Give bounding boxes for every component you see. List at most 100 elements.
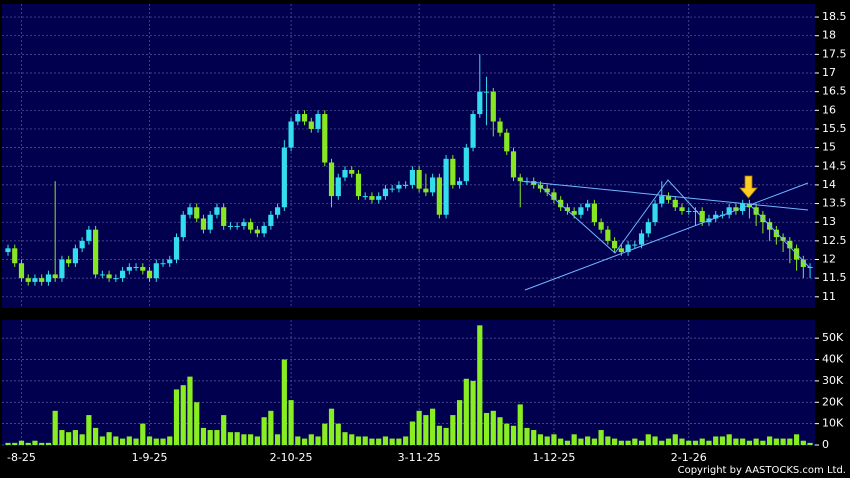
candle-body — [551, 192, 557, 200]
volume-bar — [443, 427, 449, 445]
volume-bar — [679, 438, 685, 445]
candle-body — [564, 207, 571, 212]
volume-bar — [719, 436, 726, 445]
volume-bar — [362, 436, 368, 445]
candle-body — [328, 162, 335, 197]
volume-bar — [773, 438, 779, 445]
candle-body — [194, 207, 200, 219]
y-tick-label: 18 — [822, 29, 836, 42]
volume-bar — [248, 434, 254, 445]
candle-body — [248, 222, 254, 230]
candle-body — [409, 169, 415, 185]
candle-body — [275, 207, 281, 215]
price-panel — [2, 4, 815, 308]
candle-body — [153, 263, 159, 279]
candle-body — [99, 274, 105, 276]
candle-body — [618, 248, 624, 253]
candle-body — [52, 274, 58, 279]
candle-body — [126, 266, 132, 271]
candle-body — [490, 91, 496, 122]
trend-line — [751, 206, 811, 269]
arrow — [739, 175, 758, 199]
y-tick-label: 14 — [822, 178, 836, 191]
volume-bar — [510, 425, 517, 445]
volume-bar — [119, 438, 126, 445]
volume-bar — [221, 415, 227, 445]
volume-bar — [787, 438, 793, 445]
volume-bar — [308, 434, 314, 445]
y-tick-label: 12 — [822, 253, 836, 266]
volume-bar — [99, 436, 105, 445]
x-tick-label: 1-12-25 — [532, 451, 575, 464]
candle-body — [281, 147, 287, 208]
y-tick-label: 12.5 — [822, 234, 847, 247]
candle-body — [436, 177, 442, 215]
candle-body — [234, 225, 240, 227]
volume-bar — [227, 432, 234, 445]
volume-bar — [793, 434, 800, 445]
volume-bar — [652, 436, 658, 445]
candle-body — [625, 244, 631, 253]
candle-body — [652, 203, 658, 223]
volume-bar — [254, 436, 260, 445]
volume-bar — [187, 376, 193, 445]
candle-body — [531, 181, 537, 185]
trend-line — [537, 179, 701, 254]
candle-body — [699, 211, 705, 223]
candle-body — [632, 244, 638, 246]
candle-body — [173, 237, 180, 260]
candle-body — [5, 248, 11, 253]
volume-bar — [659, 440, 665, 445]
candle-body — [322, 114, 328, 163]
volume-bar — [194, 402, 200, 445]
volume-bar — [591, 438, 597, 445]
candle-body — [362, 196, 368, 198]
candle-body — [497, 121, 503, 133]
volume-bar — [389, 438, 395, 445]
trend-line — [524, 182, 809, 291]
candle-body — [66, 259, 72, 264]
volume-bar — [180, 385, 186, 445]
volume-bar — [578, 438, 584, 445]
candle-body — [160, 263, 166, 265]
volume-bar — [585, 436, 591, 445]
volume-bar — [335, 423, 341, 445]
volume-bar — [423, 415, 429, 445]
volume-bar — [32, 440, 38, 445]
candle-body — [25, 278, 31, 282]
volume-bar — [376, 438, 382, 445]
candle-body — [349, 169, 355, 174]
volume-bar — [497, 417, 503, 445]
volume-bar — [160, 438, 166, 445]
candle-body — [140, 266, 146, 271]
candle-body — [308, 121, 314, 129]
y-tick-label: 17.5 — [822, 47, 847, 60]
volume-bar — [126, 436, 132, 445]
y-tick-label: 20K — [822, 395, 844, 408]
volume-bar — [706, 440, 712, 445]
volume-bar — [167, 436, 173, 445]
volume-bar — [524, 427, 530, 445]
volume-bar — [450, 415, 456, 445]
candle-body — [315, 114, 321, 129]
candle-body — [39, 278, 45, 282]
volume-bar — [59, 430, 65, 445]
candle-body — [470, 114, 476, 148]
y-tick-label: 15.5 — [822, 122, 847, 135]
volume-bar — [490, 410, 496, 445]
candle-body — [32, 278, 38, 282]
candle-body — [180, 214, 186, 238]
y-tick-label: 16 — [822, 103, 836, 116]
candle-body — [591, 203, 597, 223]
volume-bar — [632, 438, 638, 445]
volume-bar — [153, 438, 159, 445]
volume-bar — [726, 434, 732, 445]
candle-body — [369, 196, 375, 200]
candle-body — [261, 225, 267, 234]
volume-bar — [713, 436, 719, 445]
volume-bar — [214, 430, 220, 445]
candle-body — [571, 211, 577, 215]
volume-bar — [342, 432, 348, 445]
volume-bar — [537, 434, 544, 445]
volume-bar — [315, 436, 321, 445]
